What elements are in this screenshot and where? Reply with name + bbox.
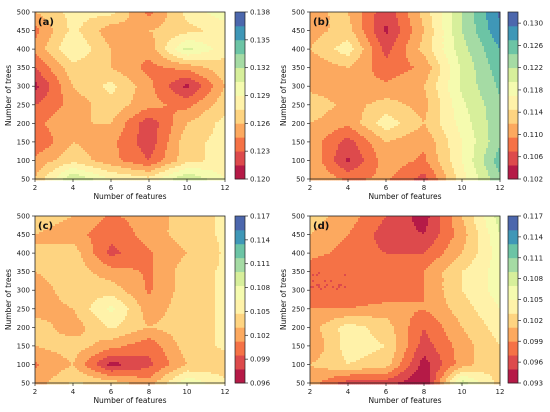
heatmap-panel-1: 2 4 6 8 10 1250100150200250300350400450500Num…: [4, 9, 271, 202]
contour-field: [35, 12, 225, 180]
